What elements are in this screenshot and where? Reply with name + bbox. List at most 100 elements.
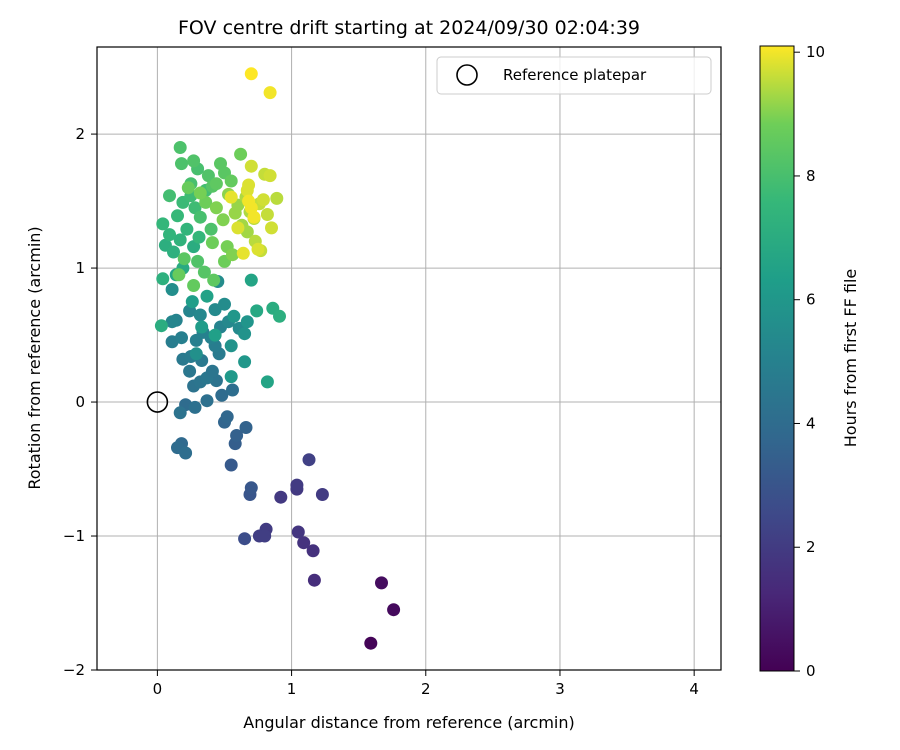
plot-frame bbox=[96, 46, 722, 671]
data-point bbox=[165, 315, 179, 329]
data-point bbox=[244, 481, 258, 495]
data-point bbox=[265, 221, 278, 235]
data-point bbox=[220, 410, 234, 424]
reference-platepar-marker bbox=[146, 391, 169, 413]
data-point bbox=[307, 573, 321, 587]
colorbar-label: Hours from first FF file bbox=[841, 269, 860, 448]
colorbar-tick-label: 2 bbox=[806, 538, 816, 556]
data-point bbox=[218, 297, 231, 311]
data-point bbox=[200, 394, 214, 408]
data-point bbox=[201, 169, 215, 183]
data-point bbox=[256, 193, 270, 207]
data-point bbox=[156, 272, 170, 286]
data-point bbox=[263, 169, 277, 183]
data-point bbox=[193, 186, 207, 200]
data-point bbox=[193, 210, 207, 224]
y-tick-label: −2 bbox=[63, 661, 85, 679]
y-axis-label: Rotation from reference (arcmin) bbox=[25, 226, 44, 489]
data-point bbox=[270, 191, 284, 205]
data-point bbox=[180, 222, 194, 236]
data-point bbox=[216, 213, 230, 227]
data-point bbox=[244, 273, 258, 287]
data-point bbox=[290, 478, 304, 492]
data-point bbox=[238, 327, 252, 341]
x-tick-label: 4 bbox=[689, 680, 699, 698]
data-point bbox=[181, 181, 195, 195]
y-tick-label: −1 bbox=[63, 527, 85, 545]
data-point bbox=[306, 544, 320, 558]
colorbar: 0 2 4 6 8 10 Hours from first FF file bbox=[759, 43, 860, 680]
data-point bbox=[238, 355, 252, 369]
data-point bbox=[230, 429, 244, 442]
data-point bbox=[179, 446, 193, 460]
data-point bbox=[297, 536, 311, 550]
colorbar-tick-label: 4 bbox=[806, 414, 816, 432]
data-point bbox=[189, 347, 203, 361]
data-point bbox=[224, 458, 238, 472]
y-axis-ticks: −2 −1 0 1 2 bbox=[63, 125, 97, 679]
data-point bbox=[183, 364, 197, 378]
data-point bbox=[205, 364, 219, 378]
data-point bbox=[260, 208, 274, 221]
data-point bbox=[187, 154, 201, 168]
data-point bbox=[263, 86, 277, 100]
data-point bbox=[204, 222, 218, 236]
data-point bbox=[291, 525, 305, 539]
data-point bbox=[224, 174, 238, 188]
data-point bbox=[242, 194, 256, 208]
data-point bbox=[177, 252, 191, 266]
data-point bbox=[163, 228, 176, 242]
data-point bbox=[193, 308, 207, 322]
data-point bbox=[173, 141, 187, 154]
data-point bbox=[364, 636, 378, 650]
x-tick-label: 2 bbox=[421, 680, 431, 698]
legend-box bbox=[436, 56, 712, 95]
y-tick-label: 1 bbox=[75, 259, 85, 277]
legend: Reference platepar bbox=[436, 56, 712, 95]
data-point bbox=[191, 254, 205, 268]
data-point bbox=[375, 576, 388, 590]
data-point bbox=[258, 529, 272, 543]
data-point bbox=[224, 370, 238, 384]
y-tick-label: 0 bbox=[75, 393, 85, 411]
data-point bbox=[195, 320, 209, 334]
x-axis-label: Angular distance from reference (arcmin) bbox=[243, 713, 574, 732]
x-tick-label: 1 bbox=[287, 680, 297, 698]
data-point bbox=[188, 400, 202, 414]
data-point bbox=[165, 283, 179, 296]
data-point bbox=[175, 331, 188, 345]
data-point bbox=[197, 265, 211, 279]
data-point bbox=[208, 303, 222, 317]
colorbar-gradient bbox=[759, 45, 795, 672]
data-point bbox=[238, 532, 252, 546]
data-point bbox=[387, 603, 401, 617]
data-point bbox=[251, 242, 265, 256]
data-point bbox=[209, 177, 223, 191]
data-point bbox=[273, 309, 286, 323]
data-point bbox=[173, 406, 187, 420]
chart-title: FOV centre drift starting at 2024/09/30 … bbox=[178, 17, 640, 39]
data-point bbox=[231, 221, 245, 235]
data-point bbox=[260, 375, 274, 389]
data-point bbox=[234, 147, 248, 161]
legend-entry-reference-platepar: Reference platepar bbox=[503, 66, 647, 84]
data-point bbox=[224, 339, 238, 353]
data-point bbox=[175, 157, 188, 171]
data-point bbox=[199, 195, 213, 209]
data-point bbox=[167, 245, 180, 259]
colorbar-tick-label: 8 bbox=[806, 167, 816, 185]
data-point bbox=[200, 289, 214, 303]
data-point bbox=[226, 383, 239, 397]
data-point bbox=[239, 421, 253, 434]
data-point bbox=[240, 315, 254, 329]
x-axis-ticks: 0 1 2 3 4 bbox=[153, 670, 699, 698]
data-point bbox=[171, 209, 184, 223]
data-point bbox=[242, 178, 256, 192]
data-point bbox=[236, 246, 250, 260]
data-point bbox=[172, 268, 186, 282]
legend-marker-icon bbox=[456, 64, 478, 86]
data-point bbox=[250, 304, 264, 318]
data-point bbox=[192, 230, 206, 244]
data-point bbox=[205, 236, 219, 250]
